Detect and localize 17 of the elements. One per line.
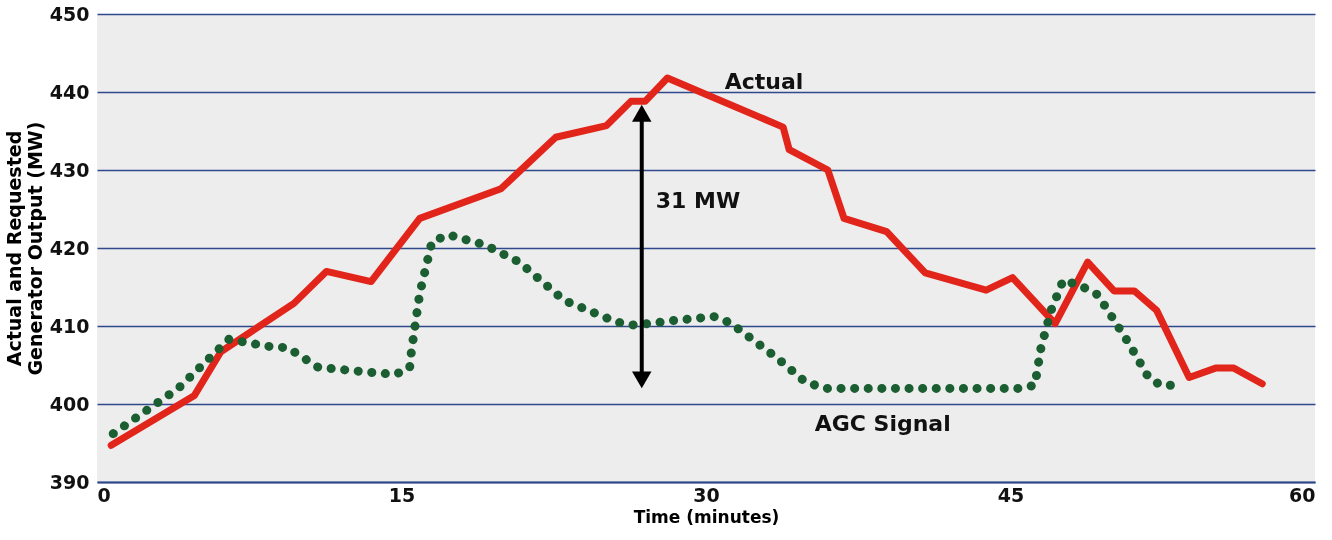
x-tick-label: 0	[97, 483, 111, 506]
y-tick-label: 440	[49, 80, 90, 103]
y-axis-title: Actual and Requested Generator Output (MW)	[2, 121, 46, 376]
y-tick-label: 390	[49, 470, 90, 493]
x-tick-label: 45	[997, 483, 1025, 506]
series-label: AGC Signal	[814, 410, 951, 436]
y-tick-label: 420	[49, 236, 90, 259]
x-axis-title: Time (minutes)	[633, 506, 780, 527]
y-tick-label: 430	[49, 158, 90, 181]
x-tick-label: 15	[388, 483, 416, 506]
x-tick-label: 30	[693, 483, 720, 506]
annotation: 31 MW	[655, 187, 741, 213]
y-tick-label: 410	[49, 314, 90, 337]
y-tick-label: 400	[49, 392, 90, 415]
x-tick-label: 60	[1289, 483, 1316, 506]
y-tick-label: 450	[49, 2, 90, 25]
series-label: Actual	[724, 69, 804, 95]
